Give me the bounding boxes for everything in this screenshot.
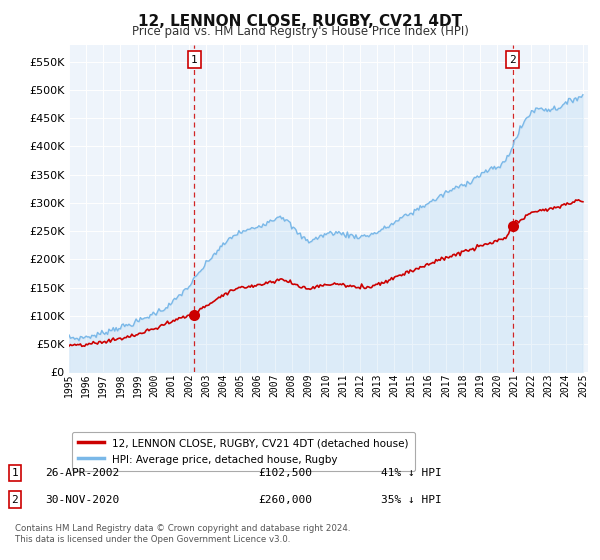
Text: 35% ↓ HPI: 35% ↓ HPI xyxy=(381,494,442,505)
Text: 1: 1 xyxy=(191,54,198,64)
Text: 30-NOV-2020: 30-NOV-2020 xyxy=(45,494,119,505)
Text: 1: 1 xyxy=(11,468,19,478)
Text: £260,000: £260,000 xyxy=(258,494,312,505)
Text: This data is licensed under the Open Government Licence v3.0.: This data is licensed under the Open Gov… xyxy=(15,535,290,544)
Text: 2: 2 xyxy=(509,54,517,64)
Text: 41% ↓ HPI: 41% ↓ HPI xyxy=(381,468,442,478)
Text: £102,500: £102,500 xyxy=(258,468,312,478)
Text: 2: 2 xyxy=(11,494,19,505)
Text: 12, LENNON CLOSE, RUGBY, CV21 4DT: 12, LENNON CLOSE, RUGBY, CV21 4DT xyxy=(138,14,462,29)
Text: Price paid vs. HM Land Registry's House Price Index (HPI): Price paid vs. HM Land Registry's House … xyxy=(131,25,469,38)
Legend: 12, LENNON CLOSE, RUGBY, CV21 4DT (detached house), HPI: Average price, detached: 12, LENNON CLOSE, RUGBY, CV21 4DT (detac… xyxy=(71,432,415,471)
Text: Contains HM Land Registry data © Crown copyright and database right 2024.: Contains HM Land Registry data © Crown c… xyxy=(15,524,350,533)
Text: 26-APR-2002: 26-APR-2002 xyxy=(45,468,119,478)
